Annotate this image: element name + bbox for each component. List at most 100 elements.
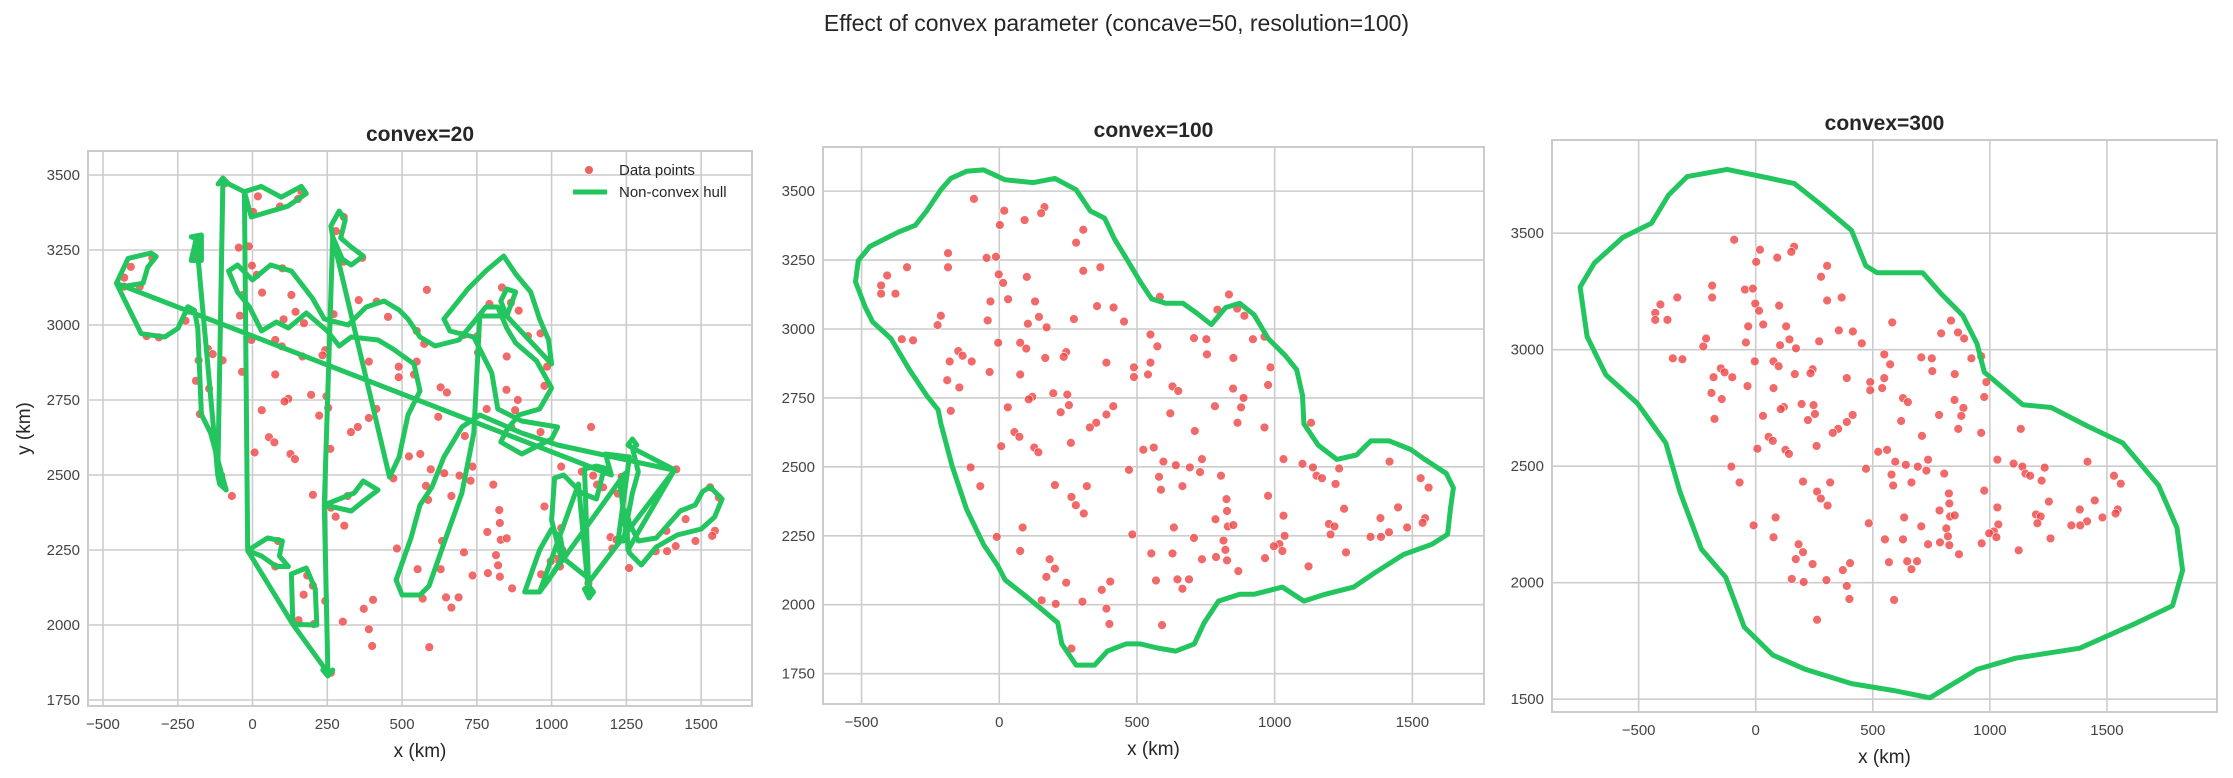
- y-tick-label: 1500: [1511, 691, 1544, 708]
- x-tick-label: 1000: [1258, 714, 1291, 731]
- data-point: [1169, 522, 1179, 533]
- data-point: [442, 387, 452, 398]
- y-tick-label: 2500: [47, 467, 80, 484]
- data-point: [2116, 478, 2126, 489]
- data-point: [981, 253, 992, 263]
- data-point: [1734, 477, 1745, 488]
- data-point: [1668, 353, 1678, 364]
- data-point: [991, 252, 1001, 262]
- data-point: [1059, 352, 1069, 362]
- data-point: [1017, 522, 1028, 533]
- data-point: [1799, 577, 1809, 587]
- data-point: [539, 501, 550, 512]
- data-point: [208, 349, 218, 359]
- data-point: [1157, 620, 1167, 630]
- data-point: [1934, 410, 1944, 420]
- x-tick-label: −500: [86, 716, 120, 733]
- data-point: [1101, 603, 1112, 614]
- data-point: [1078, 225, 1088, 235]
- data-point: [1791, 343, 1801, 353]
- data-point: [491, 550, 501, 560]
- data-point: [1239, 311, 1250, 321]
- data-point: [2066, 520, 2077, 531]
- data-point: [1805, 368, 1816, 378]
- data-point: [1033, 447, 1044, 457]
- data-point: [1873, 447, 1883, 457]
- data-point: [897, 334, 907, 344]
- data-point: [1906, 564, 1917, 574]
- data-point: [1124, 465, 1134, 475]
- data-point: [482, 527, 492, 537]
- subplot-convex-300: −500 0 500 1000 1500 1500 2000 2500 3000 3500 conv…: [1511, 112, 2218, 768]
- y-tick-label: 2000: [782, 597, 815, 614]
- data-point: [1021, 343, 1031, 354]
- data-point: [1061, 577, 1071, 588]
- data-point: [1341, 547, 1351, 558]
- data-point: [1941, 523, 1952, 534]
- data-point: [330, 511, 341, 522]
- data-point: [1101, 409, 1112, 420]
- data-point: [426, 464, 436, 474]
- data-point: [1898, 534, 1908, 545]
- y-tick-label: 3250: [782, 252, 815, 269]
- x-tick-label: 500: [1124, 714, 1149, 731]
- data-point: [1277, 546, 1288, 556]
- data-point: [1865, 385, 1875, 395]
- y-tick-label: 2250: [782, 528, 815, 545]
- data-point: [1156, 485, 1166, 495]
- data-point: [1772, 252, 1782, 263]
- data-point: [1015, 546, 1025, 556]
- legend-marker-points-icon: [585, 166, 593, 174]
- data-point: [299, 318, 309, 328]
- data-point: [1105, 576, 1115, 587]
- data-point: [493, 560, 503, 570]
- data-point: [1717, 394, 1727, 404]
- data-point: [353, 295, 364, 305]
- data-point: [1154, 472, 1164, 482]
- data-point: [383, 312, 393, 322]
- data-point: [1807, 559, 1818, 569]
- data-point: [1899, 512, 1909, 523]
- data-point: [1023, 319, 1033, 329]
- y-tick-label: 1750: [47, 692, 80, 709]
- x-axis-label: x (km): [1858, 747, 1911, 768]
- tick-labels: −500 −250 0 250 500 750 1000 1250 1500 1750 2000 22…: [47, 167, 718, 733]
- x-tick-label: 1500: [2090, 722, 2123, 739]
- x-tick-label: −500: [845, 714, 879, 731]
- y-tick-label: 1750: [782, 666, 815, 683]
- data-point: [1265, 362, 1276, 373]
- data-point: [1297, 459, 1308, 469]
- data-point: [588, 470, 598, 481]
- data-point: [1798, 476, 1808, 487]
- data-point: [422, 285, 432, 295]
- data-point: [507, 583, 517, 594]
- data-point: [1129, 372, 1139, 382]
- data-point: [1041, 572, 1052, 582]
- data-point: [1384, 456, 1395, 467]
- data-point: [1197, 454, 1207, 464]
- data-point: [1024, 394, 1034, 405]
- data-point: [1944, 540, 1955, 550]
- data-point: [995, 220, 1005, 230]
- grid-lines: [88, 151, 752, 706]
- data-point: [339, 520, 350, 531]
- data-point: [1773, 361, 1784, 371]
- data-point: [1953, 424, 1963, 434]
- data-point: [298, 589, 309, 600]
- x-tick-label: 1500: [684, 716, 717, 733]
- data-point: [1811, 441, 1822, 451]
- x-axis-label: x (km): [1127, 739, 1180, 760]
- data-point: [1950, 369, 1960, 379]
- data-point: [1912, 556, 1922, 566]
- data-point: [1879, 349, 1889, 360]
- data-point: [1228, 520, 1239, 530]
- x-axis-label: x (km): [394, 741, 447, 762]
- data-point: [286, 290, 297, 300]
- data-point: [1917, 431, 1927, 441]
- data-point: [1085, 422, 1095, 433]
- data-point: [1954, 549, 1964, 559]
- data-point: [1233, 566, 1244, 576]
- data-point: [954, 382, 965, 393]
- axes-frame: [1551, 139, 2218, 713]
- data-point: [1822, 295, 1832, 306]
